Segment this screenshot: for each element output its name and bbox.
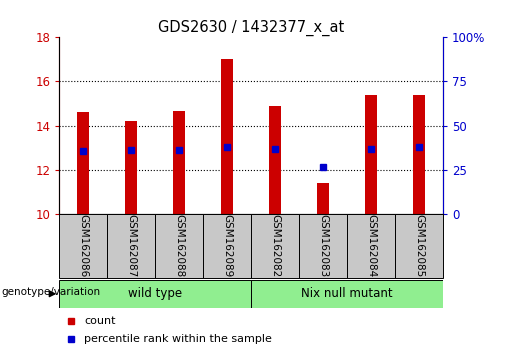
- Text: GSM162082: GSM162082: [270, 215, 280, 278]
- Text: wild type: wild type: [128, 287, 182, 300]
- Bar: [203, 214, 251, 278]
- Text: GSM162087: GSM162087: [126, 215, 136, 278]
- Text: GSM162085: GSM162085: [414, 215, 424, 278]
- Text: GSM162089: GSM162089: [222, 215, 232, 278]
- Bar: [317, 183, 329, 214]
- Text: GSM162083: GSM162083: [318, 215, 328, 278]
- Bar: [299, 214, 347, 278]
- Text: count: count: [84, 316, 116, 326]
- Title: GDS2630 / 1432377_x_at: GDS2630 / 1432377_x_at: [158, 19, 344, 36]
- Bar: [251, 214, 299, 278]
- Bar: [59, 280, 251, 308]
- Bar: [365, 95, 377, 214]
- Text: GSM162086: GSM162086: [78, 215, 88, 278]
- Bar: [173, 111, 185, 214]
- Text: GSM162088: GSM162088: [174, 215, 184, 278]
- Text: Nix null mutant: Nix null mutant: [301, 287, 393, 300]
- Bar: [155, 214, 203, 278]
- Bar: [221, 59, 233, 214]
- Bar: [413, 95, 425, 214]
- Bar: [269, 106, 281, 214]
- Bar: [125, 121, 137, 214]
- Bar: [347, 214, 395, 278]
- Text: percentile rank within the sample: percentile rank within the sample: [84, 334, 272, 344]
- Bar: [59, 214, 107, 278]
- Text: genotype/variation: genotype/variation: [1, 287, 100, 297]
- Bar: [107, 214, 155, 278]
- Bar: [395, 214, 443, 278]
- Bar: [251, 280, 443, 308]
- Text: GSM162084: GSM162084: [366, 215, 376, 278]
- Bar: [77, 113, 89, 214]
